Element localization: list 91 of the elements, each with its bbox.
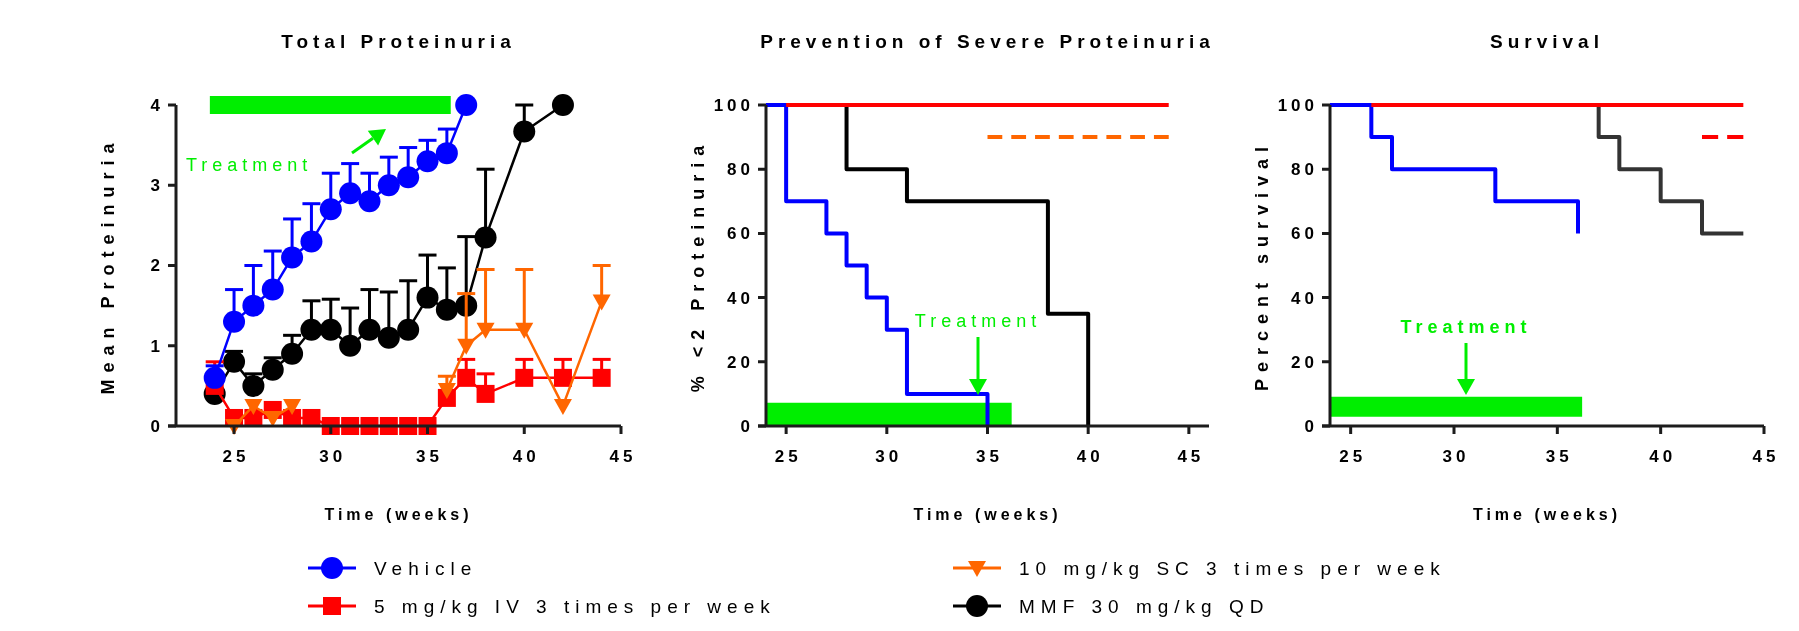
y-tick-label: 40 — [1291, 288, 1318, 308]
y-tick-label: 80 — [1291, 160, 1318, 180]
x-tick-label: 35 — [416, 447, 443, 466]
x-tick-label: 40 — [1649, 447, 1677, 466]
point — [223, 310, 246, 333]
point — [358, 318, 381, 341]
point — [592, 294, 611, 311]
point — [416, 150, 439, 173]
y-tick-label: 0 — [150, 416, 164, 436]
annotation: Treatment — [186, 155, 313, 175]
point — [457, 368, 476, 387]
y-tick-label: 0 — [1304, 416, 1318, 436]
x-tick-label: 30 — [875, 447, 903, 466]
point — [476, 322, 495, 339]
point — [397, 166, 420, 189]
point — [457, 338, 476, 355]
point — [339, 182, 362, 205]
point — [435, 298, 458, 321]
y-axis-title: Percent survival — [1252, 139, 1272, 392]
x-tick-label: 25 — [1339, 447, 1367, 466]
x-tick-label: 30 — [319, 447, 347, 466]
y-tick-label: 20 — [1291, 352, 1318, 372]
y-tick-label: 2 — [150, 256, 164, 276]
x-tick-label: 45 — [1752, 447, 1780, 466]
point — [339, 334, 362, 357]
point — [244, 398, 263, 415]
y-axis-title: Mean Proteinuria — [98, 136, 118, 395]
point — [203, 366, 226, 389]
y-tick-label: 40 — [727, 288, 754, 308]
annotation: Treatment — [1400, 317, 1532, 337]
x-tick-label: 40 — [1076, 447, 1104, 466]
point — [300, 318, 323, 341]
point — [455, 94, 478, 116]
point — [474, 226, 497, 249]
point — [513, 120, 536, 143]
chart-title: Prevention of Severe Proteinuria — [760, 31, 1215, 52]
x-axis-title: Time (weeks) — [913, 506, 1062, 523]
x-tick-label: 35 — [1545, 447, 1573, 466]
y-tick-label: 100 — [713, 95, 754, 115]
x-tick-label: 40 — [512, 447, 540, 466]
point — [283, 398, 302, 415]
point — [553, 398, 572, 415]
x-tick-label: 35 — [976, 447, 1003, 466]
y-tick-label: 60 — [1291, 224, 1318, 244]
point — [263, 410, 282, 427]
x-axis-title: Time (weeks) — [1472, 506, 1622, 523]
point — [242, 374, 265, 397]
point — [476, 384, 495, 403]
x-tick-label: 45 — [1177, 447, 1205, 466]
point — [261, 278, 284, 301]
y-tick-label: 4 — [150, 95, 164, 115]
legend-label: Vehicle — [374, 557, 478, 579]
y-tick-label: 3 — [150, 176, 164, 196]
point — [319, 198, 342, 221]
legend-label: 10 mg/kg SC 3 times per week — [1019, 557, 1446, 579]
x-tick-label: 30 — [1442, 447, 1470, 466]
point — [223, 350, 246, 373]
point — [416, 286, 439, 309]
y-tick-label: 60 — [727, 224, 754, 244]
point — [592, 368, 611, 387]
point — [397, 318, 420, 341]
annotation: Treatment — [914, 311, 1042, 331]
point — [437, 382, 456, 399]
chart-title: Total Proteinuria — [281, 31, 516, 52]
x-tick-label: 25 — [774, 447, 802, 466]
y-tick-label: 100 — [1277, 95, 1318, 115]
point — [515, 322, 534, 339]
point — [281, 342, 304, 365]
point — [358, 190, 381, 213]
point — [377, 174, 400, 197]
point — [319, 318, 342, 341]
x-axis-title: Time (weeks) — [324, 506, 473, 523]
chart-title: Survival — [1490, 31, 1604, 52]
y-tick-label: 0 — [740, 416, 754, 436]
legend-label: 5 mg/kg IV 3 times per week — [374, 595, 776, 617]
y-axis-title: % <2 Proteinuria — [688, 138, 708, 393]
y-tick-label: 20 — [727, 352, 754, 372]
point — [553, 368, 572, 387]
point — [551, 94, 574, 116]
x-tick-label: 45 — [609, 447, 637, 466]
point — [377, 326, 400, 349]
y-tick-label: 80 — [727, 160, 754, 180]
legend-label: MMF 30 mg/kg QD — [1019, 595, 1270, 617]
point — [435, 142, 458, 165]
y-tick-label: 1 — [150, 336, 164, 356]
point — [515, 368, 534, 387]
x-tick-label: 25 — [222, 447, 250, 466]
point — [242, 294, 265, 317]
point — [281, 246, 304, 269]
point — [261, 358, 284, 381]
point — [300, 230, 323, 253]
